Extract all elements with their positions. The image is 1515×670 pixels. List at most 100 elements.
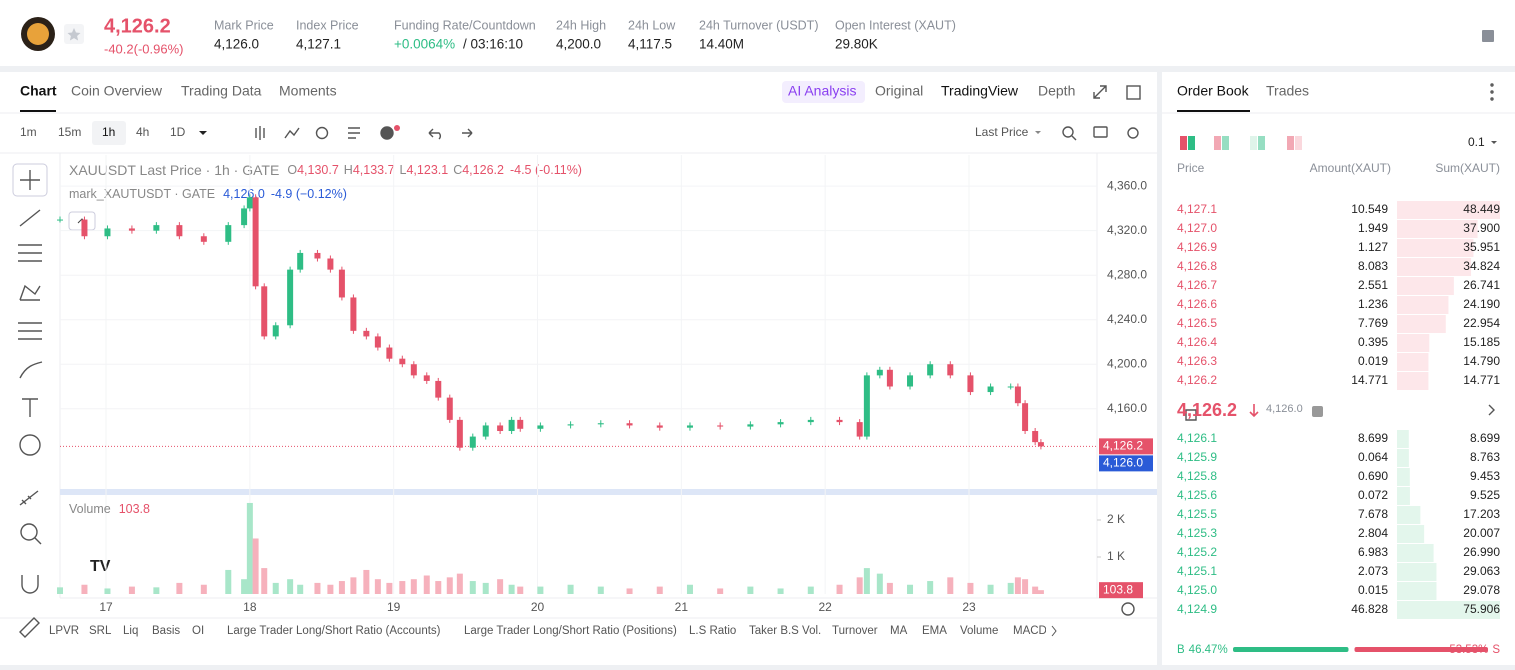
toolbar-icons[interactable] [18,83,1495,638]
order-book-panel [1162,72,1515,665]
interval[interactable]: 1h [102,125,115,139]
row-price: 4,125.0 [1177,583,1217,597]
candle [537,425,544,429]
volume-bar [252,538,259,594]
volume-bar [363,569,370,594]
row-sum: 34.824 [1463,259,1500,273]
candle [287,269,294,326]
volume-bar [469,581,476,594]
book-view[interactable] [1188,136,1195,150]
book-view[interactable] [1222,136,1229,150]
chart-tab[interactable]: Moments [279,83,337,99]
row-sum: 75.906 [1463,602,1500,616]
indicator[interactable]: Liq [123,625,138,637]
x-tick-label: 22 [818,600,832,614]
indicator[interactable]: Taker B.S Vol. [749,625,821,637]
candle [399,358,406,365]
row-price: 4,124.9 [1177,602,1217,616]
y-tick-label: 4,240.0 [1107,312,1147,326]
indicator[interactable]: L.S Ratio [689,625,736,637]
row-sum: 8.699 [1470,431,1500,445]
view-tab[interactable]: TradingView [941,83,1019,99]
view-tab[interactable]: Depth [1038,83,1075,99]
indicator[interactable]: OI [192,625,204,637]
row-amount: 0.072 [1358,488,1388,502]
book-tab[interactable]: Order Book [1177,83,1250,99]
x-tick-label: 18 [243,600,257,614]
book-view[interactable] [1295,136,1302,150]
depth-bar [1397,582,1437,600]
volume-bar [57,587,63,594]
pane-divider [60,489,1157,495]
dropdown [199,131,207,135]
depth-bar [1397,239,1474,257]
row-sum: 29.063 [1463,564,1500,578]
precision[interactable]: 0.1 [1468,135,1485,149]
chart-tab[interactable]: Coin Overview [71,83,163,99]
coin-logo-inner [27,23,49,45]
book-view[interactable] [1250,136,1257,150]
volume-bar [435,581,442,594]
volume-bar [272,582,279,594]
row-sum: 37.900 [1463,221,1500,235]
chart-tab[interactable]: Chart [20,83,57,99]
book-view[interactable] [1287,136,1294,150]
candle [423,375,430,381]
view-tab[interactable]: AI Analysis [788,83,856,99]
badge [394,125,400,131]
volume-bar [686,584,693,594]
interval[interactable]: 15m [58,125,81,139]
row-price: 4,125.3 [1177,526,1217,540]
volume-bar [338,581,345,594]
volume-bar [482,582,489,594]
row-price: 4,125.8 [1177,469,1217,483]
volume-bar [836,584,843,594]
candle [1022,403,1029,432]
candle [482,425,489,437]
row-amount: 10.549 [1351,202,1388,216]
candle [57,219,63,221]
volume-bar [876,573,883,594]
book-icon[interactable] [1482,30,1494,42]
indicator[interactable]: Basis [152,625,180,637]
depth-bar [1397,563,1437,581]
interval[interactable]: 1D [170,125,186,139]
mark-legend: mark_XAUTUSDT · GATE 4,126.0 -4.9 (−0.12%) [69,187,347,201]
row-price: 4,126.9 [1177,240,1217,254]
book-view[interactable] [1180,136,1187,150]
row-sum: 15.185 [1463,335,1500,349]
indicator[interactable]: Large Trader Long/Short Ratio (Accounts) [227,625,441,637]
depth-bar [1397,277,1454,295]
row-amount: 2.804 [1358,526,1388,540]
volume-bar [807,586,814,594]
row-amount: 7.678 [1358,507,1388,521]
volume-bar [297,584,304,594]
indicator[interactable]: SRL [89,625,112,637]
indicator[interactable]: LPVR [49,625,79,637]
view-tab[interactable]: Original [875,83,923,99]
volume-bar [1037,590,1044,594]
chart-tab[interactable]: Trading Data [181,83,262,99]
candle [327,258,334,270]
book-view[interactable] [1258,136,1265,150]
candle [200,236,207,242]
indicator[interactable]: MA [890,625,908,637]
depth-bar [1397,315,1446,333]
indicator[interactable]: MACD [1013,625,1047,637]
interval[interactable]: 1m [20,125,37,139]
book-view[interactable] [1214,136,1221,150]
book-tab[interactable]: Trades [1266,83,1309,99]
candle [886,369,893,387]
volume-bar [987,584,994,594]
stat-label: Open Interest (XAUT) [835,18,956,32]
volume-bar [374,579,381,594]
indicator[interactable]: Turnover [832,625,878,637]
sell-letter: S [1492,644,1500,656]
indicator[interactable]: Large Trader Long/Short Ratio (Positions… [464,625,677,637]
indicator[interactable]: Volume [960,625,998,637]
candle [81,219,88,237]
interval[interactable]: 4h [136,125,149,139]
price-source[interactable]: Last Price [975,125,1029,139]
depth-bar [1397,372,1429,390]
indicator[interactable]: EMA [922,625,947,637]
